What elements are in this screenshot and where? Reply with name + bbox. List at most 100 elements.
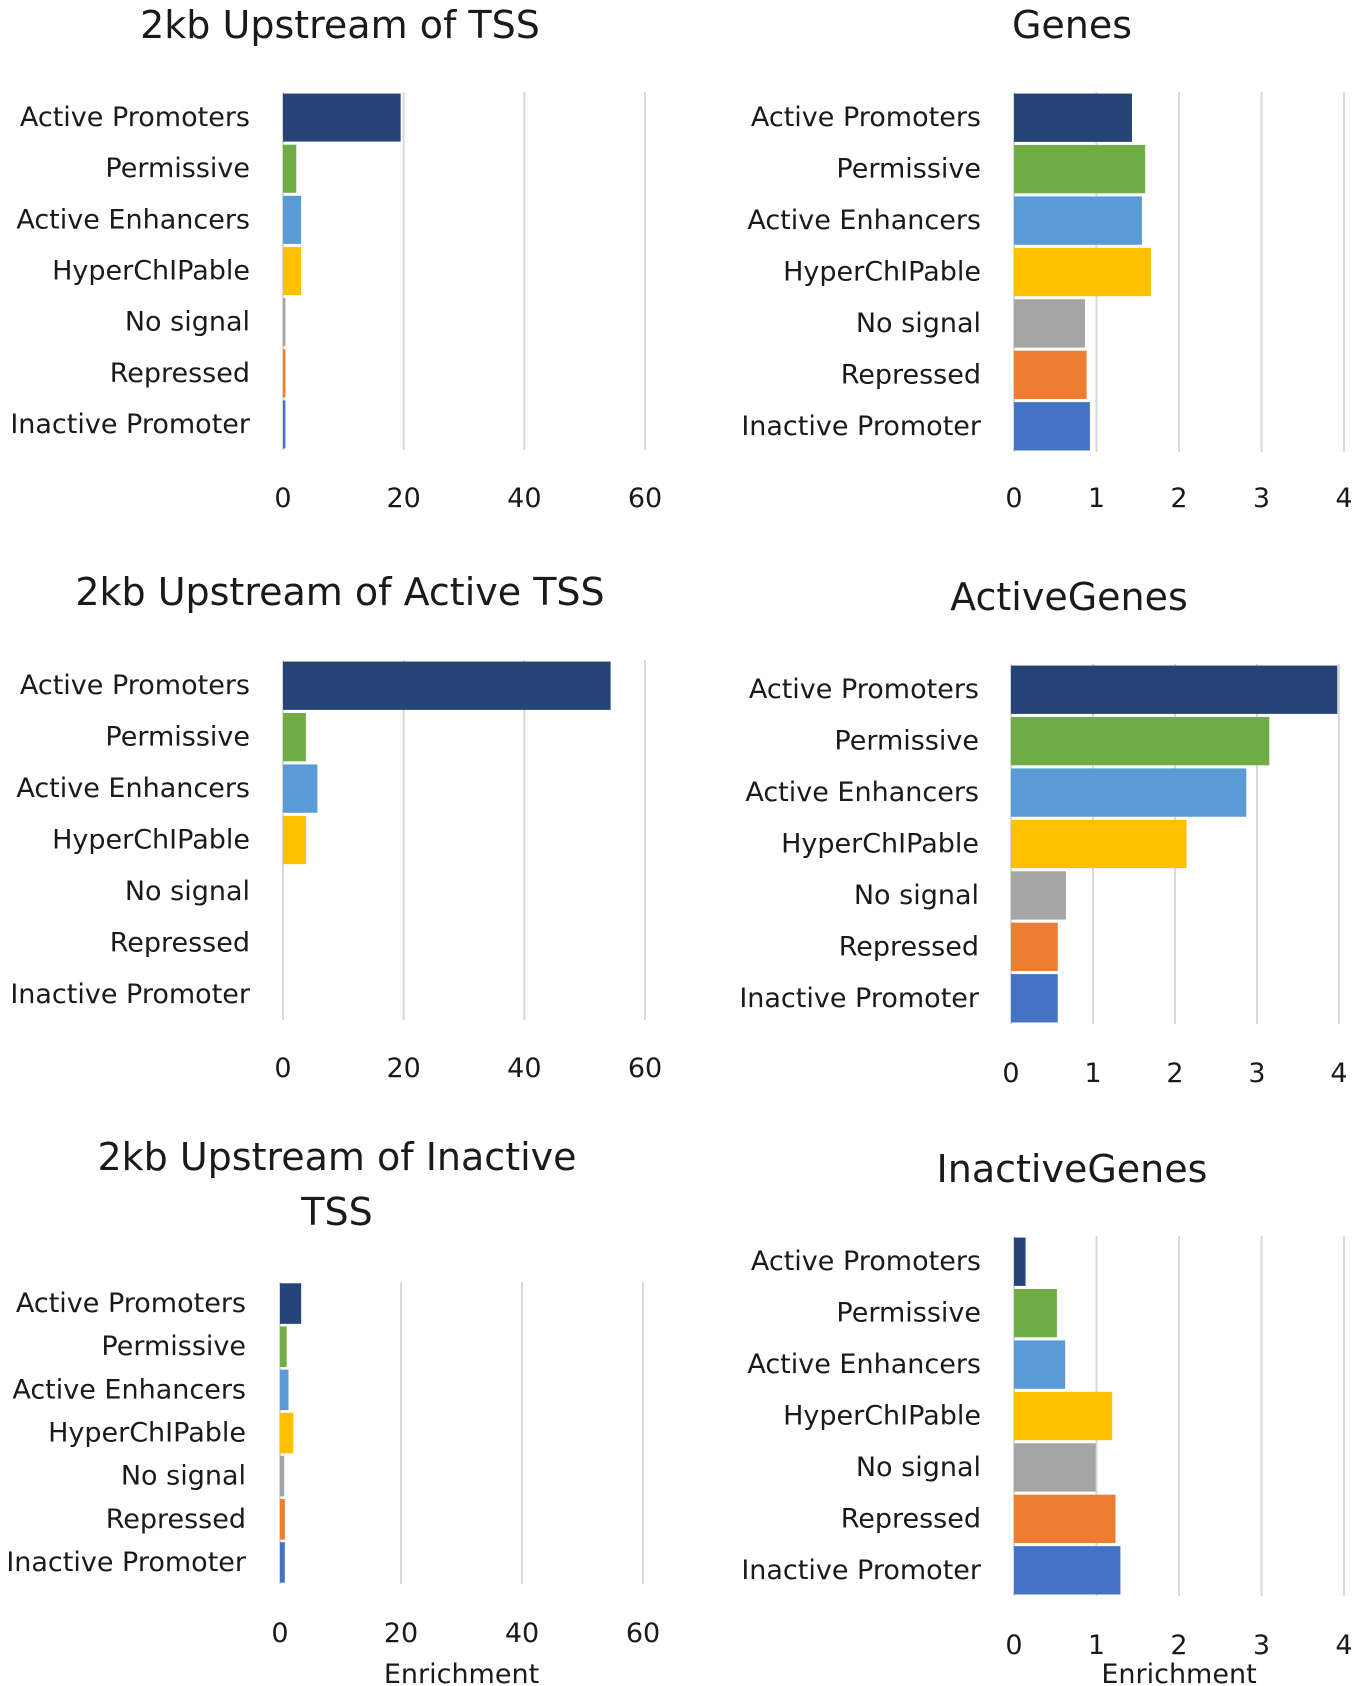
bar-permissive [1014,144,1146,194]
bar-active-promoters [280,1283,302,1324]
category-label: Inactive Promoter [741,411,982,442]
bar-active-enhancers [1014,196,1142,245]
category-label: Repressed [106,1504,246,1535]
tick-label: 3 [1248,1058,1265,1089]
chart-title: 2kb Upstream of Inactive [97,1135,576,1179]
bar-inactive-promoter [1014,1546,1121,1595]
category-label: No signal [121,1461,246,1492]
bar-permissive [283,144,297,193]
tick-label: 0 [1005,1630,1022,1661]
category-label: Active Promoters [16,1288,246,1319]
bar-hyperchipable [283,246,302,296]
category-label: Inactive Promoter [741,1555,982,1586]
bar-hyperchipable [1014,247,1151,297]
tick-label: 60 [628,483,662,514]
category-label: Active Enhancers [745,777,979,808]
category-label: HyperChIPable [52,825,250,856]
tick-label: 0 [1005,483,1022,514]
category-label: Active Enhancers [16,204,250,235]
tick-label: 2 [1166,1058,1183,1089]
bar-active-enhancers [1011,768,1247,817]
chart-active-tss: Active Promoters Permissive Active Enhance… [10,570,662,1084]
bar-inactive-promoter [1011,974,1058,1023]
bar-hyperchipable [1011,819,1187,869]
category-label: Permissive [105,153,250,184]
chart-tss: Active Promoters Permissive Active Enhance… [10,3,662,514]
category-label: Inactive Promoter [739,983,980,1014]
tick-label: 1 [1084,1058,1101,1089]
tick-label: 0 [274,483,291,514]
bar-active-enhancers [1014,1340,1066,1389]
bar-no-signal [283,298,286,347]
category-label: Permissive [105,722,250,753]
category-label: Permissive [836,1298,981,1329]
category-label: Inactive Promoter [10,979,251,1010]
category-label: No signal [854,880,979,911]
chart-inactive-tss: Active Promoters Permissive Active Enhance… [6,1135,660,1686]
bar-active-enhancers [280,1369,289,1411]
bar-repressed [1014,1494,1116,1544]
category-label: Active Promoters [20,102,250,133]
tick-label: 0 [1002,1058,1019,1089]
bar-permissive [283,712,306,762]
category-label: HyperChIPable [783,1401,981,1432]
x-axis-title: Enrichment [1101,1659,1256,1686]
category-label: Inactive Promoter [10,409,251,440]
bar-inactive-promoter [283,400,286,449]
tick-label: 0 [274,1053,291,1084]
category-label: Active Promoters [751,102,981,133]
category-label: Inactive Promoter [6,1547,247,1578]
x-axis-title: Enrichment [384,1659,539,1686]
tick-label: 4 [1330,1058,1347,1089]
bar-no-signal [1011,871,1066,920]
category-label: Active Promoters [749,674,979,705]
chart-title: ActiveGenes [950,575,1188,619]
bar-active-promoters [1011,665,1338,714]
bar-inactive-promoter [280,1542,285,1583]
tick-label: 3 [1253,483,1270,514]
category-label: HyperChIPable [783,257,981,288]
tick-label: 40 [507,483,541,514]
bar-repressed [280,1499,285,1540]
chart-active-genes: Active Promoters Permissive Active Enhance… [739,575,1347,1089]
chart-title: 2kb Upstream of TSS [140,3,540,47]
category-label: No signal [856,1452,981,1483]
category-label: Active Promoters [751,1246,981,1277]
chart-title: InactiveGenes [937,1147,1208,1191]
bar-active-promoters [283,93,401,142]
tick-label: 4 [1335,483,1352,514]
category-label: Repressed [841,359,981,390]
tick-label: 60 [628,1053,662,1084]
category-label: No signal [125,307,250,338]
bar-hyperchipable [283,815,306,865]
chart-title: Genes [1012,3,1132,47]
tick-label: 20 [386,483,420,514]
category-label: Repressed [110,358,250,389]
chart-genes: Active Promoters Permissive Active Enhance… [741,3,1352,514]
bar-inactive-promoter [1014,402,1090,451]
category-label: Repressed [110,927,250,958]
bar-active-promoters [1014,93,1132,142]
category-label: Permissive [834,726,979,757]
category-label: Permissive [836,154,981,185]
tick-label: 0 [271,1618,288,1649]
tick-label: 40 [507,1053,541,1084]
bar-hyperchipable [1014,1391,1113,1441]
category-label: Permissive [101,1331,246,1362]
bar-active-enhancers [283,195,302,244]
bar-repressed [1011,922,1058,972]
tick-label: 1 [1088,483,1105,514]
bar-hyperchipable [280,1412,294,1454]
category-label: HyperChIPable [781,829,979,860]
category-label: Active Enhancers [16,773,250,804]
tick-label: 3 [1253,1630,1270,1661]
tick-label: 20 [386,1053,420,1084]
chart-inactive-genes: Active Promoters Permissive Active Enhance… [741,1147,1352,1686]
bar-repressed [1014,350,1087,400]
bar-active-promoters [283,661,611,710]
category-label: Active Enhancers [747,1349,981,1380]
bar-permissive [280,1326,287,1367]
category-label: Active Enhancers [747,205,981,236]
category-label: HyperChIPable [52,256,250,287]
